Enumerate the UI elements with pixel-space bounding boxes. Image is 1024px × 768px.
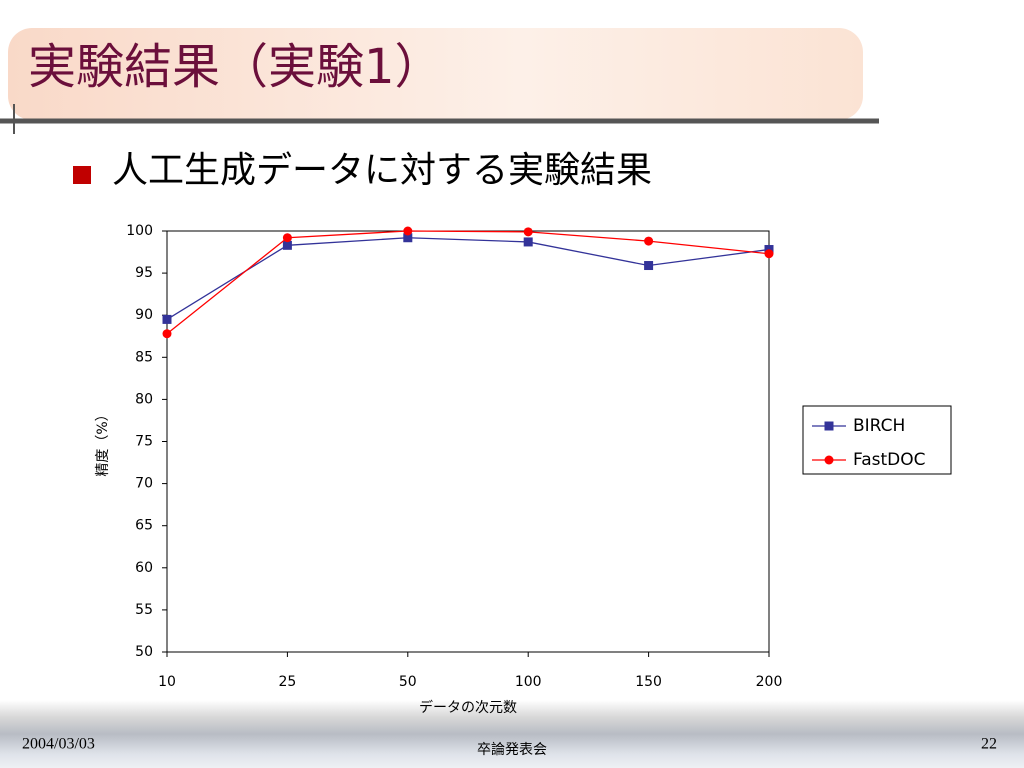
x-tick-label: 200 bbox=[756, 674, 783, 690]
slide-title: 実験結果（実験1） bbox=[28, 39, 443, 95]
title-box bbox=[8, 28, 863, 120]
point bbox=[824, 421, 834, 431]
y-tick-label: 75 bbox=[135, 434, 153, 450]
point bbox=[162, 314, 172, 324]
y-tick-label: 100 bbox=[126, 223, 153, 239]
page-number: 22 bbox=[981, 736, 997, 753]
y-tick-label: 65 bbox=[135, 518, 153, 534]
legend-box bbox=[802, 405, 952, 475]
footer-text: 卒論発表会 bbox=[477, 742, 547, 758]
point bbox=[403, 226, 413, 236]
footer-date: 2004/03/03 bbox=[22, 736, 95, 753]
y-tick-label: 50 bbox=[135, 644, 153, 660]
y-tick-label: 55 bbox=[135, 602, 153, 618]
point bbox=[764, 249, 774, 259]
plot-area bbox=[166, 230, 770, 653]
series-line bbox=[166, 230, 770, 335]
y-tick-label: 70 bbox=[135, 476, 153, 492]
point bbox=[644, 236, 654, 246]
bullet-text: 人工生成データに対する実験結果 bbox=[112, 150, 652, 191]
point bbox=[282, 233, 292, 243]
point bbox=[824, 455, 834, 465]
bullet-marker bbox=[73, 166, 91, 184]
y-tick-label: 85 bbox=[135, 349, 153, 365]
x-tick-label: 25 bbox=[278, 674, 296, 690]
footer-image bbox=[0, 700, 1024, 768]
point bbox=[162, 329, 172, 339]
y-tick-label: 80 bbox=[135, 391, 153, 407]
y-tick-label: 90 bbox=[135, 307, 153, 323]
point bbox=[282, 240, 292, 250]
y-axis-label: 精度（%） bbox=[95, 407, 111, 476]
legend-label: FastDOC bbox=[853, 450, 926, 470]
x-tick-label: 50 bbox=[399, 674, 417, 690]
y-tick-label: 60 bbox=[135, 560, 153, 576]
x-axis-label: データの次元数 bbox=[419, 699, 517, 716]
point bbox=[403, 233, 413, 243]
legend-label: BIRCH bbox=[853, 416, 905, 436]
point bbox=[644, 261, 654, 271]
point bbox=[523, 237, 533, 247]
x-tick-label: 150 bbox=[635, 674, 662, 690]
x-tick-label: 100 bbox=[515, 674, 542, 690]
x-tick-label: 10 bbox=[158, 674, 176, 690]
point bbox=[523, 227, 533, 237]
y-tick-label: 95 bbox=[135, 265, 153, 281]
series-line bbox=[166, 237, 770, 320]
